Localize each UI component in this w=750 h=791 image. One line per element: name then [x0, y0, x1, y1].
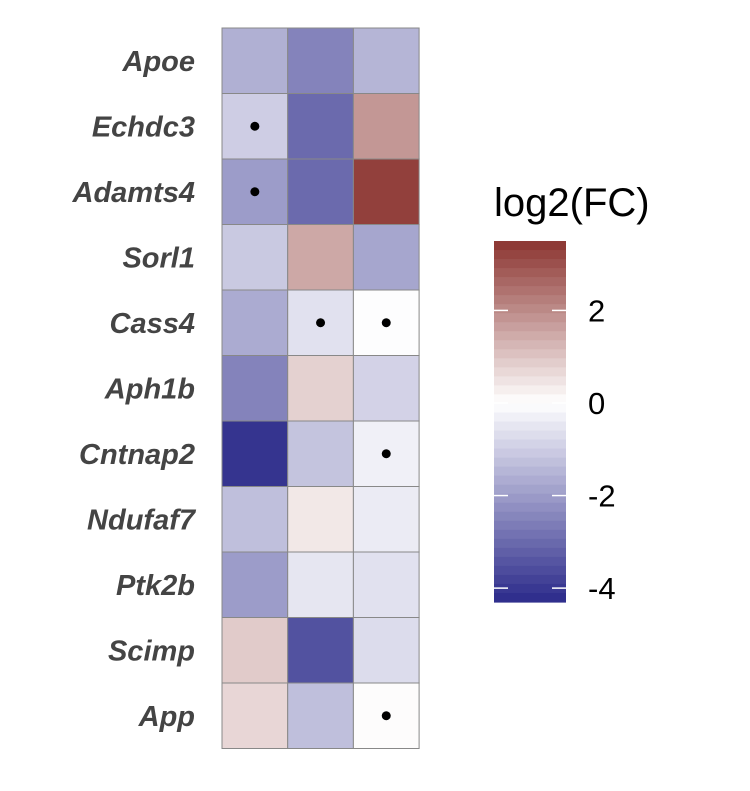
legend-colorbar	[494, 241, 566, 603]
colorbar-band	[494, 286, 566, 296]
colorbar-band	[494, 448, 566, 459]
row-label: App	[138, 701, 195, 733]
colorbar-band	[494, 475, 566, 486]
heatmap-cells	[221, 27, 420, 749]
heatmap-cell	[352, 158, 420, 225]
colorbar-band	[494, 457, 566, 468]
heatmap-cell	[352, 93, 420, 160]
legend-title: log2(FC)	[494, 181, 650, 225]
heatmap-cell	[221, 224, 289, 291]
row-label: Adamts4	[72, 177, 196, 209]
heatmap-cell	[221, 617, 289, 684]
colorbar-band	[494, 385, 566, 396]
colorbar-band	[494, 556, 566, 567]
significance-dot	[250, 121, 260, 131]
heatmap-cell	[221, 27, 289, 94]
significance-dots	[250, 121, 391, 721]
colorbar-band	[494, 547, 566, 558]
heatmap-cell	[352, 355, 420, 422]
heatmap-cell	[287, 158, 354, 225]
significance-dot	[316, 318, 326, 328]
significance-dot	[381, 318, 391, 328]
significance-dot	[381, 711, 391, 721]
legend-tick-label: 2	[588, 293, 605, 328]
heatmap-cell	[221, 420, 289, 487]
heatmap-cell	[221, 551, 289, 618]
colorbar-band	[494, 583, 566, 594]
colorbar-band	[494, 574, 566, 585]
heatmap-cell	[287, 682, 354, 749]
legend-tick-label: -4	[588, 571, 616, 606]
colorbar-band	[494, 502, 566, 513]
row-label: Apoe	[122, 46, 196, 78]
colorbar-band	[494, 313, 566, 323]
heatmap-cell	[287, 93, 354, 160]
colorbar-band	[494, 259, 566, 269]
heatmap-cell	[352, 617, 420, 684]
colorbar-band	[494, 529, 566, 540]
colorbar-band	[494, 367, 566, 377]
heatmap-cell	[287, 617, 354, 684]
row-label: Cass4	[110, 308, 195, 340]
heatmap-cell	[287, 420, 354, 487]
colorbar-band	[494, 295, 566, 305]
colorbar-band	[494, 484, 566, 495]
colorbar-band	[494, 358, 566, 368]
significance-dot	[250, 187, 260, 197]
row-labels: Apoe Echdc3 Adamts4 Sorl1 Cass4 Aph1b Cntnap2 N…	[72, 46, 197, 733]
colorbar-band	[494, 340, 566, 350]
legend: log2(FC) 2 0 -2 -4	[494, 181, 650, 606]
colorbar-band	[494, 277, 566, 287]
colorbar-band	[494, 376, 566, 386]
heatmap-cell	[287, 551, 354, 618]
legend-tick-label: 0	[588, 386, 605, 421]
row-label: Scimp	[108, 635, 195, 667]
heatmap-cell	[352, 224, 420, 291]
legend-ticks: 2 0 -2 -4	[494, 293, 616, 606]
colorbar-band	[494, 493, 566, 504]
colorbar-band	[494, 304, 566, 314]
heatmap-cell	[221, 355, 289, 422]
heatmap-cell	[221, 486, 289, 553]
colorbar-band	[494, 322, 566, 332]
heatmap-cell	[287, 486, 354, 553]
colorbar-band	[494, 241, 566, 251]
heatmap-cell	[221, 289, 289, 356]
colorbar-band	[494, 268, 566, 278]
heatmap-cell	[352, 486, 420, 553]
colorbar-band	[494, 349, 566, 359]
colorbar-band	[494, 565, 566, 576]
heatmap-cell	[287, 27, 354, 94]
colorbar-band	[494, 331, 566, 341]
row-label: Ndufaf7	[87, 504, 197, 536]
colorbar-band	[494, 439, 566, 450]
colorbar-band	[494, 412, 566, 423]
colorbar-band	[494, 538, 566, 549]
colorbar-band	[494, 394, 566, 405]
row-label: Ptk2b	[116, 570, 195, 602]
colorbar-band	[494, 466, 566, 477]
heatmap-cell	[287, 224, 354, 291]
colorbar-band	[494, 430, 566, 441]
row-label: Sorl1	[122, 242, 195, 274]
colorbar-band	[494, 511, 566, 522]
heatmap-cell	[221, 682, 289, 749]
heatmap-cell	[352, 27, 420, 94]
colorbar-band	[494, 520, 566, 531]
row-label: Cntnap2	[79, 439, 195, 471]
colorbar-band	[494, 421, 566, 432]
row-label: Aph1b	[104, 373, 195, 405]
significance-dot	[381, 449, 391, 459]
heatmap-cell	[352, 551, 420, 618]
legend-tick-label: -2	[588, 479, 616, 514]
colorbar-band	[494, 592, 566, 603]
colorbar-band	[494, 403, 566, 414]
heatmap-cell	[287, 355, 354, 422]
row-label: Echdc3	[92, 111, 195, 143]
colorbar-band	[494, 250, 566, 260]
